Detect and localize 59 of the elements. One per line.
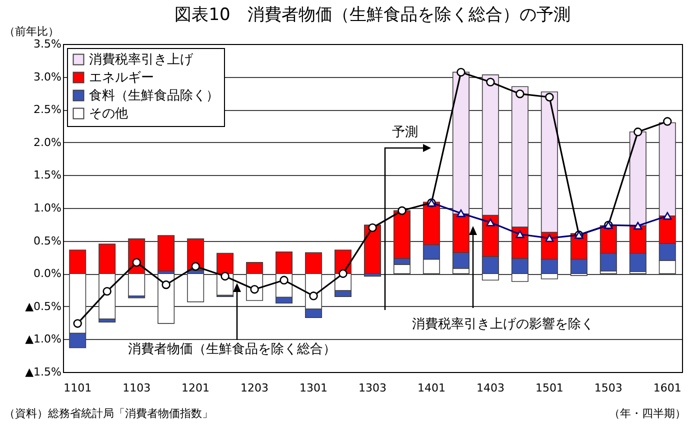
point: [634, 222, 642, 230]
y-tick-label: ▲1.0%: [25, 332, 62, 346]
y-tick-label: 1.5%: [34, 168, 62, 182]
point: [368, 223, 377, 232]
point: [132, 258, 141, 267]
point: [456, 209, 466, 218]
point: [338, 269, 348, 278]
bar: [158, 235, 175, 272]
point: [634, 128, 642, 136]
legend-label: エネルギー: [89, 70, 154, 86]
point: [516, 230, 524, 238]
point: [663, 117, 672, 126]
y-tick-label: 1.0%: [34, 202, 62, 214]
point: [73, 319, 82, 328]
bar: [187, 273, 204, 302]
x-tick-label: 1201: [182, 382, 210, 394]
point: [398, 206, 406, 215]
y-tick-label: ▲0.5%: [25, 300, 62, 313]
text: 消費者物価（生鮮食品を除く総合）: [126, 342, 338, 357]
point: [162, 280, 170, 290]
y-tick-label: ▲1.5%: [25, 366, 62, 378]
y-tick-label: 2.0%: [34, 136, 62, 149]
point: [280, 276, 288, 285]
bar: [364, 224, 382, 274]
y-tick-label: 0.0%: [34, 267, 62, 280]
x-tick-label: 1501: [535, 382, 564, 394]
point: [191, 262, 200, 271]
x-tick-label: 1601: [653, 382, 682, 394]
point: [545, 92, 554, 102]
y-axis-title: （前年比）: [4, 25, 59, 38]
legend-label: 消費税率引き上げ: [89, 52, 194, 68]
x-tick-label: 1103: [122, 382, 151, 394]
x-tick-label: 1403: [476, 382, 504, 394]
point: [220, 272, 230, 281]
y-tick-label: 0.5%: [34, 234, 62, 248]
point: [486, 218, 495, 226]
point: [456, 68, 466, 77]
y-tick-label: 2.5%: [34, 103, 62, 116]
y-tick-label: 3.0%: [34, 70, 62, 84]
point: [102, 286, 112, 296]
x-tick-label: 1101: [64, 382, 92, 394]
chart-title: 図表10 消費者物価（生鮮食品を除く総合）の予測: [174, 5, 570, 25]
text: 消費税率引き上げの影響を除く: [410, 317, 596, 332]
x-tick-label: 1303: [358, 382, 386, 394]
x-tick-label: 1301: [300, 382, 328, 394]
point: [516, 90, 524, 98]
text: （資料）総務省統計局「消費者物価指数」: [4, 407, 213, 420]
point: [663, 212, 672, 220]
bar: [158, 273, 175, 324]
legend-label: 食料（生鮮食品除く）: [89, 88, 219, 104]
x-axis-title: （年・四半期）: [609, 407, 686, 420]
x-tick-label: 1203: [240, 382, 269, 394]
annotation: 予測: [392, 125, 418, 140]
x-tick-label: 1503: [594, 382, 622, 394]
legend-label: その他: [89, 106, 128, 122]
x-tick-label: 1401: [417, 382, 446, 394]
point: [486, 78, 495, 86]
point: [545, 234, 554, 242]
y-tick-label: 3.5%: [34, 38, 62, 50]
